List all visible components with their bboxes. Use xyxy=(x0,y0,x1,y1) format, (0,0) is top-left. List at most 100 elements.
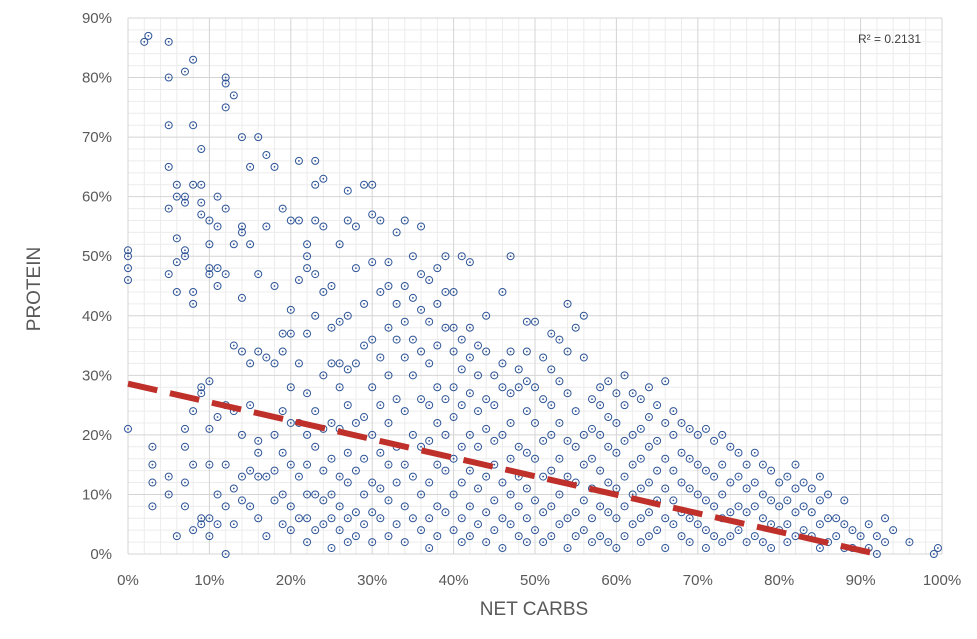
data-point xyxy=(710,436,719,445)
data-point xyxy=(482,424,491,433)
data-point xyxy=(767,466,776,475)
data-point xyxy=(311,407,320,416)
data-point xyxy=(180,252,189,261)
data-point xyxy=(669,430,678,439)
data-point xyxy=(221,460,230,469)
data-point xyxy=(726,532,735,541)
data-point xyxy=(758,538,767,547)
data-point xyxy=(417,222,426,231)
data-point xyxy=(571,442,580,451)
data-point xyxy=(815,520,824,529)
data-point xyxy=(335,472,344,481)
data-point xyxy=(425,317,434,326)
data-point xyxy=(417,270,426,279)
data-point xyxy=(701,544,710,553)
data-point xyxy=(824,490,833,499)
data-point xyxy=(270,359,279,368)
data-point xyxy=(343,186,352,195)
data-point xyxy=(482,508,491,517)
data-point xyxy=(164,121,173,130)
data-point xyxy=(343,401,352,410)
data-point xyxy=(319,174,328,183)
data-point xyxy=(881,538,890,547)
data-point xyxy=(254,472,263,481)
data-point xyxy=(734,526,743,535)
data-point xyxy=(335,526,344,535)
data-point xyxy=(197,389,206,398)
data-point xyxy=(685,538,694,547)
data-point xyxy=(205,264,214,273)
data-point xyxy=(498,544,507,553)
data-point xyxy=(498,383,507,392)
data-point xyxy=(189,407,198,416)
data-point xyxy=(441,395,450,404)
y-tick-label: 30% xyxy=(82,367,112,384)
data-point xyxy=(750,448,759,457)
data-point xyxy=(522,407,531,416)
data-point xyxy=(563,514,572,523)
data-point xyxy=(408,293,417,302)
data-point xyxy=(506,389,515,398)
data-point xyxy=(237,347,246,356)
data-point xyxy=(539,436,548,445)
data-point xyxy=(604,377,613,386)
data-point xyxy=(693,460,702,469)
data-point xyxy=(351,466,360,475)
data-point xyxy=(140,37,149,46)
data-point xyxy=(799,502,808,511)
data-point xyxy=(327,282,336,290)
data-point xyxy=(246,359,255,368)
data-point xyxy=(376,216,385,225)
data-point xyxy=(742,484,751,493)
data-point xyxy=(457,401,466,410)
data-point xyxy=(710,532,719,541)
data-point xyxy=(360,180,369,189)
data-point xyxy=(547,502,556,511)
data-point xyxy=(311,442,320,451)
data-point xyxy=(465,353,474,362)
y-axis-tick-labels: 0% 10% 20% 30% 40% 50% 60% 70% 80% 90% xyxy=(82,10,112,563)
data-point xyxy=(571,407,580,416)
data-point xyxy=(392,520,401,529)
data-point xyxy=(775,478,784,487)
data-point xyxy=(579,496,588,505)
data-point xyxy=(824,514,833,523)
data-point xyxy=(400,353,409,362)
data-point xyxy=(384,258,393,267)
data-point xyxy=(433,460,442,469)
data-point xyxy=(474,484,483,493)
data-point xyxy=(124,276,132,285)
data-point xyxy=(425,436,434,445)
data-point xyxy=(327,514,336,523)
data-point xyxy=(547,532,556,541)
data-point xyxy=(148,460,157,469)
data-point xyxy=(254,270,263,279)
data-point xyxy=(392,228,401,237)
data-point xyxy=(750,502,759,511)
data-point xyxy=(417,305,426,314)
data-point xyxy=(392,478,401,487)
data-point xyxy=(278,448,287,457)
data-point xyxy=(775,502,784,511)
data-point xyxy=(425,478,434,487)
data-point xyxy=(360,520,369,529)
x-axis-title: NET CARBS xyxy=(480,599,588,620)
data-point xyxy=(319,496,328,505)
data-point xyxy=(758,490,767,499)
data-point xyxy=(555,335,564,344)
data-point xyxy=(449,413,458,422)
data-point xyxy=(718,460,727,469)
data-point xyxy=(758,514,767,523)
data-point xyxy=(612,448,621,457)
data-point xyxy=(449,287,458,296)
data-point xyxy=(311,216,320,225)
data-point xyxy=(815,544,824,553)
data-point xyxy=(189,180,198,189)
data-point xyxy=(417,347,426,356)
data-point xyxy=(294,276,303,285)
data-point xyxy=(482,311,491,320)
data-point xyxy=(563,299,572,308)
data-point xyxy=(376,401,385,410)
data-point xyxy=(172,234,181,243)
data-point xyxy=(286,329,295,338)
